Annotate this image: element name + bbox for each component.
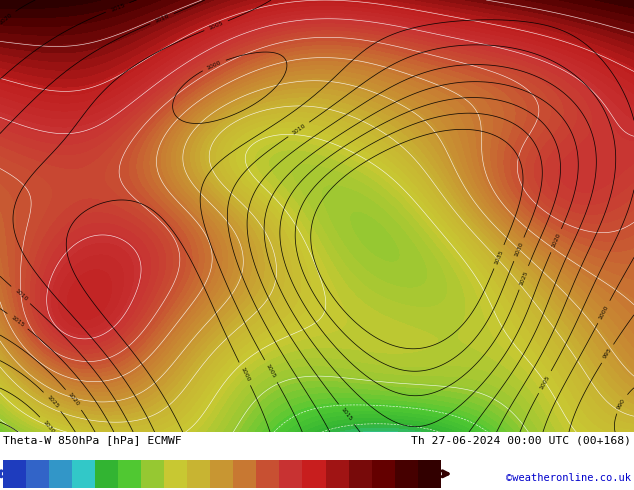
Bar <box>164 460 188 488</box>
Bar <box>256 460 280 488</box>
Text: 1020: 1020 <box>551 232 562 249</box>
Text: 1015: 1015 <box>10 315 25 328</box>
Text: 1005: 1005 <box>539 374 551 390</box>
Bar <box>95 460 119 488</box>
Bar <box>188 460 210 488</box>
Text: 990: 990 <box>616 397 626 410</box>
Text: ©weatheronline.co.uk: ©weatheronline.co.uk <box>506 473 631 483</box>
Text: 1015: 1015 <box>110 2 126 13</box>
Bar <box>26 460 49 488</box>
Text: 995: 995 <box>602 347 613 360</box>
Bar <box>372 460 394 488</box>
Bar <box>119 460 141 488</box>
Text: 1010: 1010 <box>13 288 28 302</box>
Text: 1030: 1030 <box>41 419 55 434</box>
Text: 1010: 1010 <box>154 13 170 24</box>
Text: 1030: 1030 <box>514 241 524 257</box>
Text: Th 27-06-2024 00:00 UTC (00+168): Th 27-06-2024 00:00 UTC (00+168) <box>411 435 631 445</box>
Text: 1020: 1020 <box>0 12 13 26</box>
Text: 1025: 1025 <box>519 270 529 286</box>
Text: 1000: 1000 <box>206 60 222 71</box>
Text: Theta-W 850hPa [hPa] ECMWF: Theta-W 850hPa [hPa] ECMWF <box>3 435 182 445</box>
Bar <box>394 460 418 488</box>
Bar <box>418 460 441 488</box>
Text: 1000: 1000 <box>239 366 250 382</box>
Text: 1005: 1005 <box>265 363 277 379</box>
Text: 1005: 1005 <box>208 21 224 31</box>
Bar <box>349 460 372 488</box>
Bar <box>210 460 233 488</box>
Bar <box>280 460 302 488</box>
Bar <box>302 460 325 488</box>
Text: 1025: 1025 <box>46 394 60 409</box>
Bar <box>49 460 72 488</box>
Bar <box>72 460 95 488</box>
Bar <box>141 460 164 488</box>
Bar <box>3 460 26 488</box>
Text: 1000: 1000 <box>598 304 610 320</box>
Text: 1035: 1035 <box>494 248 504 265</box>
Text: 1010: 1010 <box>291 123 306 136</box>
Text: 1015: 1015 <box>340 407 353 422</box>
Text: 1020: 1020 <box>67 392 81 407</box>
Bar <box>233 460 256 488</box>
Bar <box>325 460 349 488</box>
